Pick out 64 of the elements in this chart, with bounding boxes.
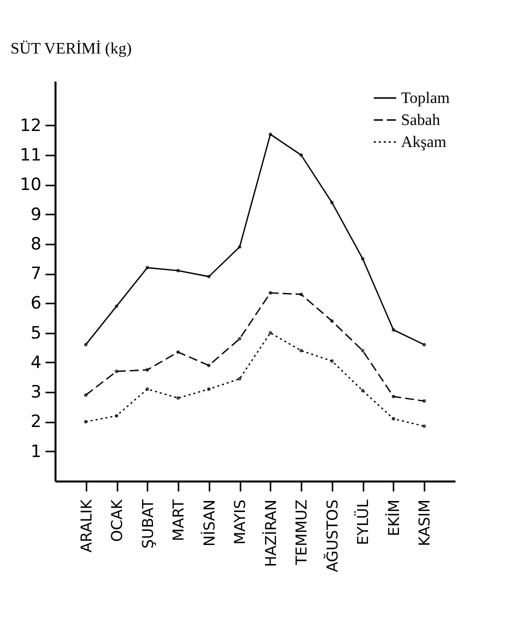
y-tick-label: 10 <box>20 175 42 196</box>
point <box>146 387 150 391</box>
point <box>207 364 211 368</box>
x-tick-label: TEMMUZ <box>292 500 311 566</box>
legend-label: Sabah <box>401 112 440 129</box>
point <box>360 388 364 392</box>
point <box>114 304 118 308</box>
point <box>268 132 272 136</box>
point <box>360 348 364 352</box>
point <box>268 331 272 335</box>
x-tick-label: KASIM <box>416 500 434 546</box>
x-tick-label: HAZİRAN <box>262 500 280 568</box>
y-tick-label: 6 <box>30 294 42 314</box>
point <box>238 377 242 381</box>
y-tick-label: 8 <box>30 234 42 254</box>
point <box>84 420 88 424</box>
point <box>422 399 426 403</box>
point <box>299 348 303 352</box>
point <box>392 328 396 332</box>
y-tick-label: 1 <box>30 442 42 462</box>
y-tick-label: 7 <box>30 264 42 284</box>
point <box>84 393 88 397</box>
legend-label: Akşam <box>401 134 447 151</box>
y-tick-label: 5 <box>30 323 42 344</box>
point <box>330 319 334 323</box>
x-tick-label: NİSAN <box>200 500 218 546</box>
legend-label: Toplam <box>401 90 450 107</box>
x-tick-label: AĞUSTOS <box>323 500 342 572</box>
y-axis-title: SÜT VERİMİ (kg) <box>10 40 132 58</box>
point <box>207 387 211 391</box>
point <box>392 394 396 398</box>
point <box>114 414 118 418</box>
y-tick-label: 12 <box>20 116 42 136</box>
point <box>330 200 334 204</box>
point <box>238 245 242 249</box>
y-tick-label: 2 <box>30 412 42 432</box>
point <box>84 342 88 346</box>
point <box>146 368 150 372</box>
x-tick-label: ŞUBAT <box>138 498 157 549</box>
point <box>176 396 180 400</box>
point <box>330 359 334 363</box>
point <box>207 274 211 278</box>
x-tick-label: MART <box>170 498 188 542</box>
x-tick-label: MAYIS <box>231 500 250 545</box>
x-tick-label: EKİM <box>384 500 403 536</box>
y-tick-label: 11 <box>20 146 42 166</box>
point <box>176 350 180 354</box>
point <box>238 337 242 341</box>
point <box>360 257 364 261</box>
point <box>392 417 396 421</box>
point <box>299 292 303 296</box>
y-tick-label: 9 <box>30 204 42 225</box>
point <box>268 291 272 295</box>
y-tick-label: 3 <box>30 382 42 403</box>
point <box>176 268 180 272</box>
point <box>114 370 118 374</box>
point <box>146 266 150 270</box>
point <box>299 153 303 157</box>
point <box>422 424 426 428</box>
x-tick-label: OCAK <box>108 498 126 542</box>
x-tick-label: ARALIK <box>77 498 96 552</box>
point <box>422 342 426 346</box>
y-tick-label: 4 <box>30 352 42 373</box>
x-tick-label: EYLÜL <box>354 498 372 546</box>
